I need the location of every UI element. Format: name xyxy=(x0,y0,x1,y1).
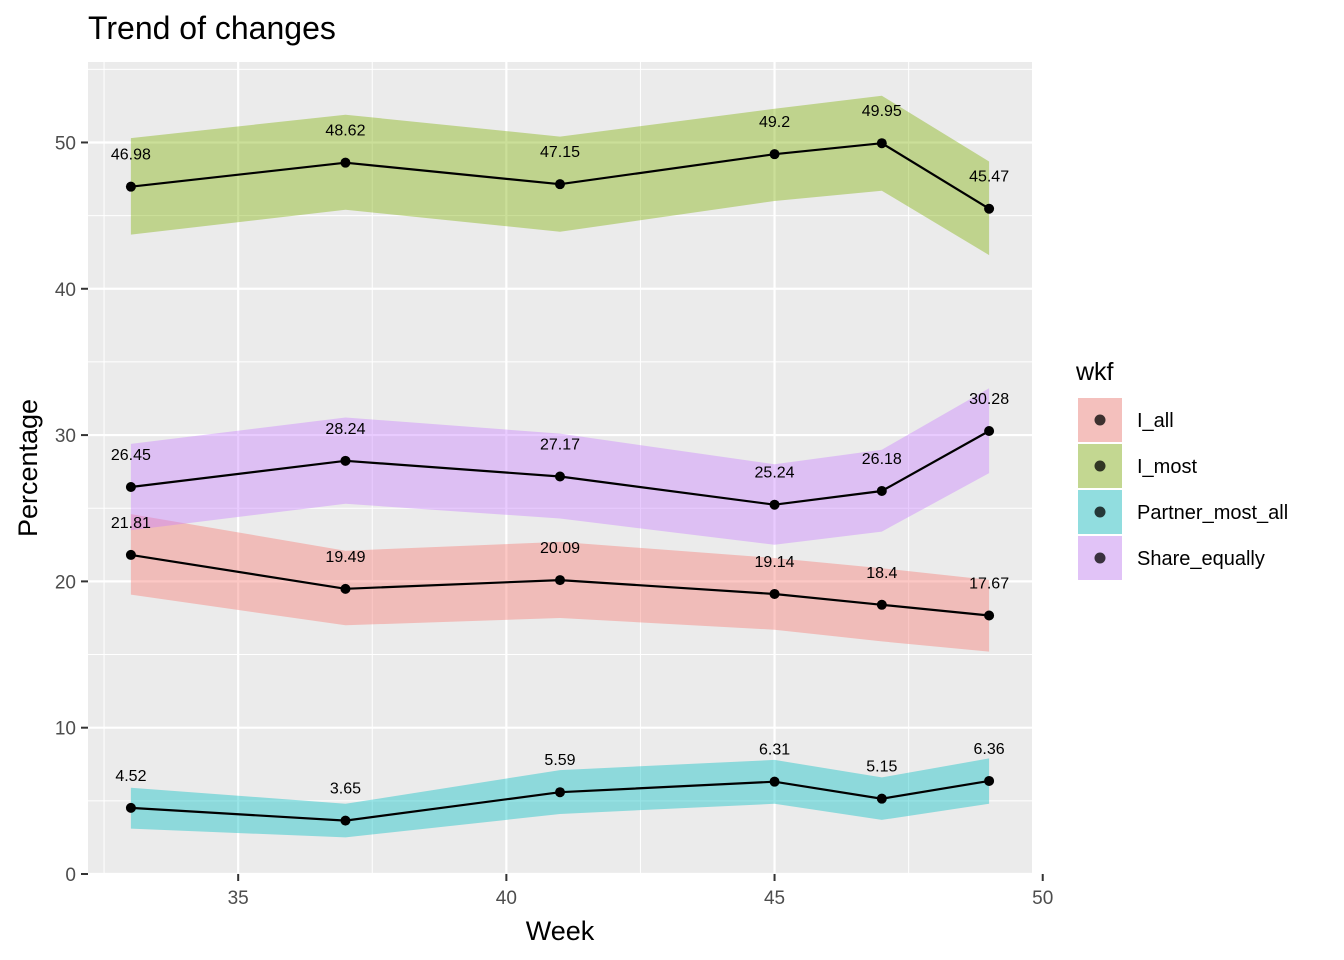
data-label-i-all: 18.4 xyxy=(866,565,897,582)
data-points xyxy=(125,138,995,826)
point-share-equally xyxy=(876,485,887,496)
legend-label-i-most: I_most xyxy=(1137,456,1197,478)
point-partner-most-all xyxy=(876,793,887,804)
data-label-partner-most-all: 5.59 xyxy=(544,752,575,769)
point-share-equally xyxy=(125,482,136,493)
legend-label-share-equally: Share_equally xyxy=(1137,548,1265,570)
point-i-most xyxy=(555,179,565,190)
point-i-most xyxy=(876,138,887,149)
point-i-most xyxy=(769,149,780,160)
data-label-share-equally: 25.24 xyxy=(755,465,795,482)
data-label-i-most: 48.62 xyxy=(325,123,365,140)
point-i-all xyxy=(340,583,351,594)
point-i-most xyxy=(984,203,995,214)
legend-dot-partner-most-all xyxy=(1094,506,1106,518)
line-i-most xyxy=(130,142,990,210)
legend-dot-share-equally xyxy=(1094,552,1106,564)
data-label-share-equally: 27.17 xyxy=(540,436,580,453)
grid-lines xyxy=(88,62,1044,876)
data-label-partner-most-all: 6.36 xyxy=(974,741,1005,758)
legend: wkf I_all I_most Partner_most_all Share_equ… xyxy=(1075,358,1288,580)
point-i-all xyxy=(769,588,780,599)
point-i-all xyxy=(876,599,887,610)
data-label-i-all: 19.14 xyxy=(755,554,795,571)
data-label-share-equally: 26.18 xyxy=(862,451,902,468)
data-label-share-equally: 30.28 xyxy=(969,391,1009,408)
data-label-i-all: 19.49 xyxy=(325,549,365,566)
point-i-most xyxy=(340,157,351,168)
point-partner-most-all xyxy=(125,802,136,813)
point-partner-most-all xyxy=(769,776,780,787)
x-tick-label: 35 xyxy=(228,888,249,909)
legend-label-i-all: I_all xyxy=(1137,410,1174,432)
legend-dot-i-most xyxy=(1094,460,1106,472)
data-label-partner-most-all: 6.31 xyxy=(759,742,790,759)
legend-label-partner-most-all: Partner_most_all xyxy=(1137,502,1288,524)
y-tick-label: 50 xyxy=(55,133,76,154)
point-i-all xyxy=(984,610,995,621)
data-label-share-equally: 28.24 xyxy=(325,421,365,438)
x-tick-label: 45 xyxy=(764,888,785,909)
series-lines xyxy=(130,142,990,822)
plot-panel xyxy=(88,62,1032,874)
x-tick-label: 50 xyxy=(1032,888,1053,909)
data-label-partner-most-all: 3.65 xyxy=(330,781,361,798)
data-label-i-most: 49.2 xyxy=(759,114,790,131)
y-tick-label: 40 xyxy=(55,280,76,301)
legend-title: wkf xyxy=(1075,358,1114,386)
point-i-most xyxy=(125,181,136,192)
data-label-i-most: 49.95 xyxy=(862,103,902,120)
point-i-all xyxy=(125,549,136,560)
y-tick-label: 10 xyxy=(55,719,76,740)
data-label-partner-most-all: 5.15 xyxy=(866,759,897,776)
y-tick-label: 0 xyxy=(65,865,76,886)
y-tick-label: 20 xyxy=(55,572,76,593)
chart-title: Trend of changes xyxy=(88,10,336,46)
ribbon-i-most xyxy=(130,95,990,256)
legend-dot-i-all xyxy=(1094,414,1106,426)
point-share-equally xyxy=(340,455,351,466)
line-share-equally xyxy=(130,430,990,506)
data-label-i-most: 47.15 xyxy=(540,144,580,161)
data-label-i-all: 21.81 xyxy=(111,515,151,532)
point-i-all xyxy=(555,575,565,586)
point-partner-most-all xyxy=(984,775,995,786)
axes: 35 40 45 50 0 10 20 30 40 50 xyxy=(55,133,1053,909)
point-share-equally xyxy=(555,471,565,482)
data-label-i-all: 17.67 xyxy=(969,575,1009,592)
x-tick-label: 40 xyxy=(496,888,517,909)
data-label-share-equally: 26.45 xyxy=(111,447,151,464)
point-share-equally xyxy=(769,499,780,510)
point-partner-most-all xyxy=(340,815,351,826)
line-partner-most-all xyxy=(130,779,990,822)
data-label-partner-most-all: 4.52 xyxy=(115,768,146,785)
line-i-all xyxy=(130,553,990,617)
y-tick-label: 30 xyxy=(55,426,76,447)
data-label-i-most: 45.47 xyxy=(969,169,1009,186)
y-axis-title: Percentage xyxy=(13,399,43,537)
data-label-i-most: 46.98 xyxy=(111,147,151,164)
data-label-i-all: 20.09 xyxy=(540,540,580,557)
point-partner-most-all xyxy=(555,787,565,798)
point-share-equally xyxy=(984,425,995,436)
x-axis-title: Week xyxy=(526,916,595,946)
data-labels: 21.81 19.49 20.09 19.14 18.4 17.67 46.98 48.62 4… xyxy=(111,103,1009,797)
